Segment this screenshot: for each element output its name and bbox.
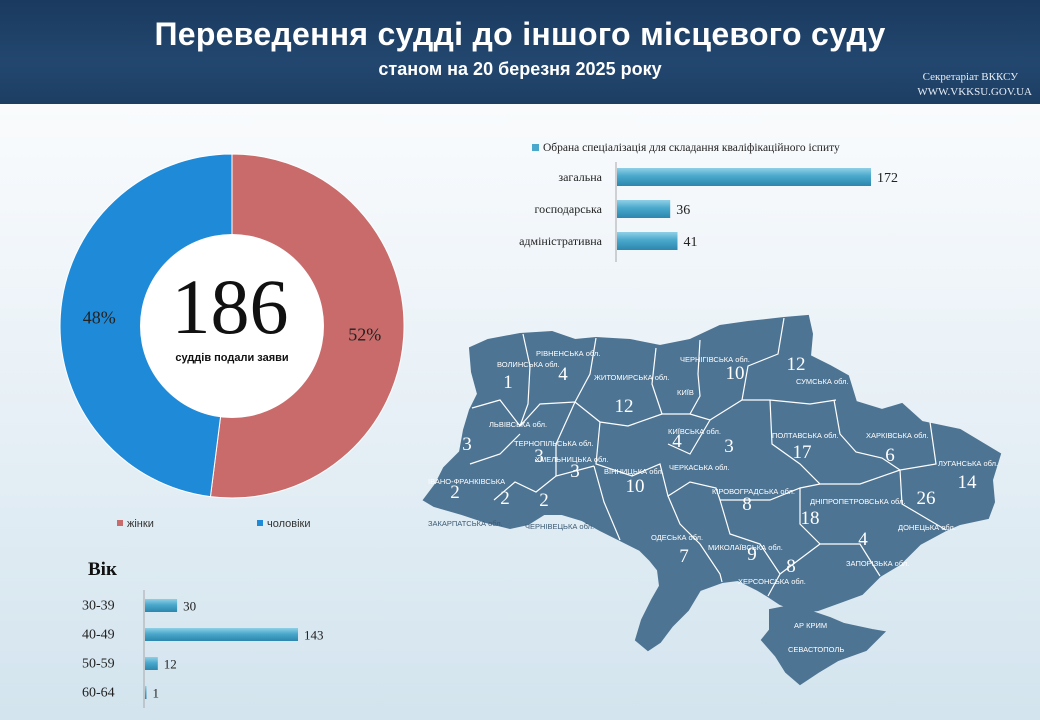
legend-swatch-men (257, 520, 263, 526)
age-category-label: 60-64 (82, 686, 115, 701)
spec-bar (617, 200, 671, 218)
donut-legend: жінки чоловіки (117, 518, 311, 530)
ukraine-map: ВОЛИНСЬКА обл. РІВНЕНСЬКА обл. ЖИТОМИРСЬКА… (422, 314, 1002, 686)
map-region-label: ЛЬВІВСЬКА обл. (489, 420, 547, 429)
map-region-value: 2 (539, 490, 549, 511)
map-region-value: 6 (885, 445, 895, 466)
specialization-bar-chart: Обрана спеціалізація для складання квалі… (519, 142, 898, 262)
map-region-value: 8 (742, 494, 752, 515)
map-region-value: 14 (958, 472, 978, 493)
map-region-value: 4 (858, 529, 868, 550)
spec-legend-swatch (532, 144, 539, 151)
map-region-label: ПОЛТАВСЬКА обл. (772, 431, 839, 440)
map-region-value: 4 (558, 364, 568, 385)
spec-bar (617, 168, 871, 186)
map-region-value: 3 (570, 461, 580, 482)
map-region-value: 18 (801, 508, 820, 529)
map-region-value: 17 (793, 442, 812, 463)
map-region-value: 10 (626, 476, 645, 497)
map-region-label: КІРОВОГРАДСЬКА обл. (712, 487, 795, 496)
region-borders (469, 317, 947, 597)
page-subtitle: станом на 20 березня 2025 року (378, 59, 662, 79)
map-region-label: ІВАНО-ФРАНКІВСЬКА (428, 477, 505, 486)
age-bar (145, 686, 147, 699)
age-category-label: 40-49 (82, 628, 115, 643)
map-region-label: ЧЕРНІГІВСЬКА обл. (680, 355, 750, 364)
map-region-label: ЖИТОМИРСЬКА обл. (594, 373, 669, 382)
map-region-value: 12 (615, 396, 634, 417)
donut-caption: суддів подали заяви (175, 352, 288, 364)
legend-label-men: чоловіки (267, 518, 311, 530)
map-region-label: ЛУГАНСЬКА обл. (938, 459, 998, 468)
map-region-value: 10 (726, 363, 745, 384)
map-region-value: 4 (672, 431, 682, 452)
map-region-value: 9 (747, 544, 757, 565)
credit-website: WWW.VKKSU.GOV.UA (917, 86, 1032, 98)
ukraine-mainland-shape (422, 314, 1002, 652)
map-region-label: ДНІПРОПЕТРОВСЬКА обл. (810, 497, 905, 506)
crimea-shape (760, 604, 887, 686)
spec-category-label: адміністративна (519, 234, 603, 248)
donut-percent-label: 48% (83, 308, 116, 328)
age-bar (145, 599, 178, 612)
age-value-label: 12 (164, 657, 177, 672)
map-region-value: 26 (917, 488, 936, 509)
map-region-label: КИЇВ (677, 388, 694, 397)
map-region-value: 8 (786, 556, 796, 577)
legend-label-women: жінки (127, 518, 154, 530)
map-region-label: ХЕРСОНСЬКА обл. (738, 577, 806, 586)
map-region-value: 1 (503, 372, 513, 393)
legend-swatch-women (117, 520, 123, 526)
spec-legend-label: Обрана спеціалізація для складання квалі… (543, 142, 840, 154)
age-value-label: 143 (304, 628, 324, 643)
spec-value-label: 36 (676, 203, 690, 218)
map-region-value: 2 (500, 488, 510, 509)
map-region-label: ДОНЕЦЬКА обл. (898, 523, 956, 532)
map-region-label: СУМСЬКА обл. (796, 377, 849, 386)
map-region-label: СЕВАСТОПОЛЬ (788, 645, 844, 654)
age-bar-chart: Вік 30-39 30 40-49 143 50-59 12 60-64 1 (82, 559, 324, 708)
infographic-canvas: 186 суддів подали заяви 52%48% жінки чол… (59, 142, 1002, 708)
map-region-label: ОДЕСЬКА обл. (651, 533, 703, 542)
page-title: Переведення судді до іншого місцевого су… (154, 16, 886, 52)
map-region-label: РІВНЕНСЬКА обл. (536, 349, 600, 358)
map-region-label: ВІННИЦЬКА обл. (604, 467, 664, 476)
map-region-label: АР КРИМ (794, 621, 827, 630)
map-region-label: ХМЕЛЬНИЦЬКА обл. (535, 455, 608, 464)
spec-category-label: загальна (558, 170, 602, 184)
donut-total-value: 186 (172, 263, 289, 350)
age-bar (145, 628, 298, 641)
age-category-label: 50-59 (82, 657, 115, 672)
map-region-value: 12 (787, 354, 806, 375)
map-region-label: ЧЕРНІВЕЦЬКА обл. (525, 522, 594, 531)
header-banner: Переведення судді до іншого місцевого су… (0, 0, 1040, 104)
spec-value-label: 172 (877, 171, 898, 186)
map-region-value: 3 (724, 436, 734, 457)
gender-donut-chart: 186 суддів подали заяви 52% 48% (59, 153, 405, 499)
map-region-label: ЧЕРКАСЬКА обл. (669, 463, 730, 472)
map-region-label: ЗАКАРПАТСЬКА обл. (428, 519, 503, 528)
map-region-label: КИЇВСЬКА обл. (668, 427, 721, 436)
age-category-label: 30-39 (82, 599, 115, 614)
map-region-value: 7 (679, 546, 689, 567)
spec-value-label: 41 (684, 235, 698, 250)
map-region-label: ВОЛИНСЬКА обл. (497, 360, 560, 369)
map-region-label: МИКОЛАЇВСЬКА обл. (708, 543, 783, 552)
age-chart-title: Вік (88, 559, 117, 580)
map-region-label: ХАРКІВСЬКА обл. (866, 431, 929, 440)
spec-bar (617, 232, 678, 250)
spec-category-label: господарська (534, 202, 602, 216)
age-value-label: 1 (153, 686, 160, 701)
donut-percent-label: 52% (348, 324, 381, 344)
credit-organization: Секретаріат ВККСУ (922, 71, 1018, 83)
map-region-value: 3 (462, 434, 472, 455)
donut-hole (140, 234, 324, 418)
age-bar (145, 657, 158, 670)
map-region-value: 2 (450, 482, 460, 503)
map-region-value: 3 (534, 446, 544, 467)
map-region-label: ЗАПОРІЗЬКА обл. (846, 559, 909, 568)
age-value-label: 30 (183, 599, 196, 614)
map-region-label: ТЕРНОПІЛЬСЬКА обл. (514, 439, 593, 448)
